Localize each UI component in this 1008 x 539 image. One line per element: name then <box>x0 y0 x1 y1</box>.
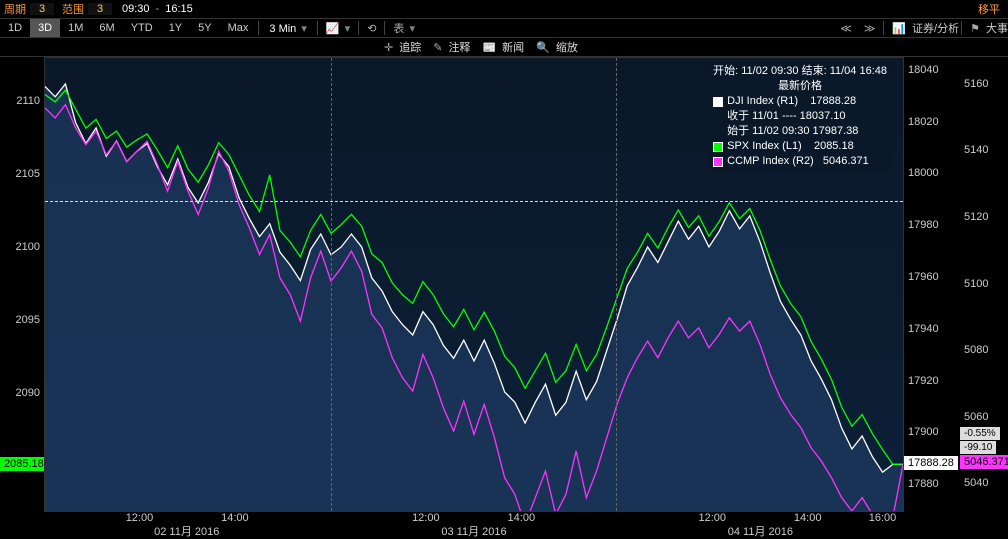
dji-swatch <box>713 97 723 107</box>
range-btn-1d[interactable]: 1D <box>0 19 30 37</box>
annotate-icon[interactable]: ✎ <box>429 41 446 54</box>
range-btn-max[interactable]: Max <box>220 19 257 37</box>
x-date: 03 11月 2016 <box>441 523 506 539</box>
r1-tick: 17880 <box>904 478 952 490</box>
securities-btn[interactable]: 证券/分析 <box>912 20 959 36</box>
spx-swatch <box>713 142 723 152</box>
price-tag: 2085.18 <box>0 457 48 471</box>
r2-tick: 5160 <box>960 78 1008 90</box>
price-tag: 5046.371 <box>960 455 1008 469</box>
spx-label: SPX Index (L1) 2085.18 <box>727 139 854 154</box>
x-tick: 14:00 <box>508 512 536 524</box>
x-tick: 12:00 <box>126 512 154 524</box>
range-btn-1y[interactable]: 1Y <box>161 19 190 37</box>
zoom-icon[interactable]: 🔍 <box>532 41 554 54</box>
annotate-btn[interactable]: 注释 <box>446 39 478 55</box>
time-end[interactable]: 16:15 <box>159 3 199 15</box>
r2-tick: 5040 <box>960 477 1008 489</box>
interval-select[interactable]: 3 Min ▾ <box>261 22 315 35</box>
r1-tick: 18020 <box>904 116 952 128</box>
r2-tick: 5060 <box>960 411 1008 423</box>
legend: 开始: 11/02 09:30 结束: 11/04 16:48 最新价格 DJI… <box>707 62 893 171</box>
range-label: 范围 <box>58 1 88 17</box>
r1-tick: 17960 <box>904 271 952 283</box>
price-tag: -99.10 <box>960 441 996 454</box>
chart-area: 2085209020952100210521102085.18 开始: 11/0… <box>0 57 1008 534</box>
zoom-btn[interactable]: 缩放 <box>554 39 586 55</box>
r1-tick: 18000 <box>904 167 952 179</box>
top-bar: 周期 3 范围 3 09:30 - 16:15 移平 <box>0 0 1008 19</box>
price-tag: 17888.28 <box>904 456 958 470</box>
track-btn[interactable]: 追踪 <box>397 39 429 55</box>
left-tick: 2110 <box>0 95 44 107</box>
x-tick: 12:00 <box>412 512 440 524</box>
securities-icon[interactable]: 📊 <box>886 22 912 35</box>
range-btn-ytd[interactable]: YTD <box>123 19 161 37</box>
legend-header1: 开始: 11/02 09:30 结束: 11/04 16:48 <box>713 64 887 79</box>
dji-label: DJI Index (R1) 17888.28 <box>727 94 856 109</box>
range-bar: 1D3D1M6MYTD1Y5YMax 3 Min ▾ 📈 ▾ ⟲ 表 ▾ ≪ ≫… <box>0 19 1008 38</box>
left-tick: 2105 <box>0 168 44 180</box>
r2-tick: 5100 <box>960 278 1008 290</box>
track-icon[interactable]: ✛ <box>380 41 397 54</box>
x-tick: 16:00 <box>869 512 897 524</box>
r1-tick: 17980 <box>904 219 952 231</box>
left-axis: 2085209020952100210521102085.18 <box>0 57 44 512</box>
r1-tick: 17920 <box>904 375 952 387</box>
plot[interactable]: 开始: 11/02 09:30 结束: 11/04 16:48 最新价格 DJI… <box>44 57 904 512</box>
chevron-down-icon: ▾ <box>301 23 307 35</box>
compare-icon[interactable]: ⟲ <box>361 22 382 35</box>
ref-line <box>45 201 903 202</box>
scroll-right-icon[interactable]: ≫ <box>858 22 882 35</box>
chart-type-icon[interactable]: 📈 ▾ <box>320 22 356 35</box>
right-axis-2: 5040 5060 5080 5100 5120 5140 5160 5046.371 -0.5… <box>960 57 1008 512</box>
x-axis: 12:0014:0012:0014:0012:0014:0016:0002 11… <box>44 512 904 534</box>
range-btn-1m[interactable]: 1M <box>60 19 91 37</box>
flag-icon[interactable]: ⚑ <box>964 22 986 35</box>
x-date: 04 11月 2016 <box>728 523 793 539</box>
range-input[interactable]: 3 <box>88 3 112 15</box>
news-icon[interactable]: 📰 <box>478 41 500 54</box>
left-tick: 2100 <box>0 241 44 253</box>
r2-tick: 5140 <box>960 144 1008 156</box>
period-input[interactable]: 3 <box>30 3 54 15</box>
dji-close: 收于 11/01 ---- 18037.10 <box>727 109 845 124</box>
table-icon[interactable]: 表 ▾ <box>387 20 421 36</box>
ccmp-swatch <box>713 157 723 167</box>
r2-tick: 5120 <box>960 211 1008 223</box>
price-tag: -0.55% <box>960 427 1000 440</box>
scroll-left-icon[interactable]: ≪ <box>834 22 858 35</box>
x-tick: 14:00 <box>794 512 822 524</box>
range-btn-6m[interactable]: 6M <box>91 19 122 37</box>
events-btn[interactable]: 大事 <box>986 20 1008 36</box>
moving-avg-btn[interactable]: 移平 <box>978 1 1008 17</box>
r2-tick: 5080 <box>960 344 1008 356</box>
x-date: 02 11月 2016 <box>154 523 219 539</box>
session-break <box>616 58 617 511</box>
range-btn-5y[interactable]: 5Y <box>190 19 219 37</box>
news-btn[interactable]: 新闻 <box>500 39 532 55</box>
period-label: 周期 <box>0 1 30 17</box>
x-tick: 12:00 <box>698 512 726 524</box>
tool-bar: ✛追踪 ✎注释 📰新闻 🔍缩放 <box>0 38 1008 57</box>
legend-header2: 最新价格 <box>713 79 887 94</box>
left-tick: 2095 <box>0 314 44 326</box>
session-break <box>331 58 332 511</box>
right-axis-1: 17880 17900 17920 17940 17960 17980 18000 18020… <box>904 57 952 512</box>
r1-tick: 17940 <box>904 323 952 335</box>
ccmp-label: CCMP Index (R2) 5046.371 <box>727 154 869 169</box>
r1-tick: 18040 <box>904 64 952 76</box>
dji-start: 始于 11/02 09:30 17987.38 <box>727 124 858 139</box>
x-tick: 14:00 <box>221 512 249 524</box>
time-start[interactable]: 09:30 <box>116 3 156 15</box>
range-btn-3d[interactable]: 3D <box>30 19 60 37</box>
left-tick: 2090 <box>0 387 44 399</box>
r1-tick: 17900 <box>904 426 952 438</box>
